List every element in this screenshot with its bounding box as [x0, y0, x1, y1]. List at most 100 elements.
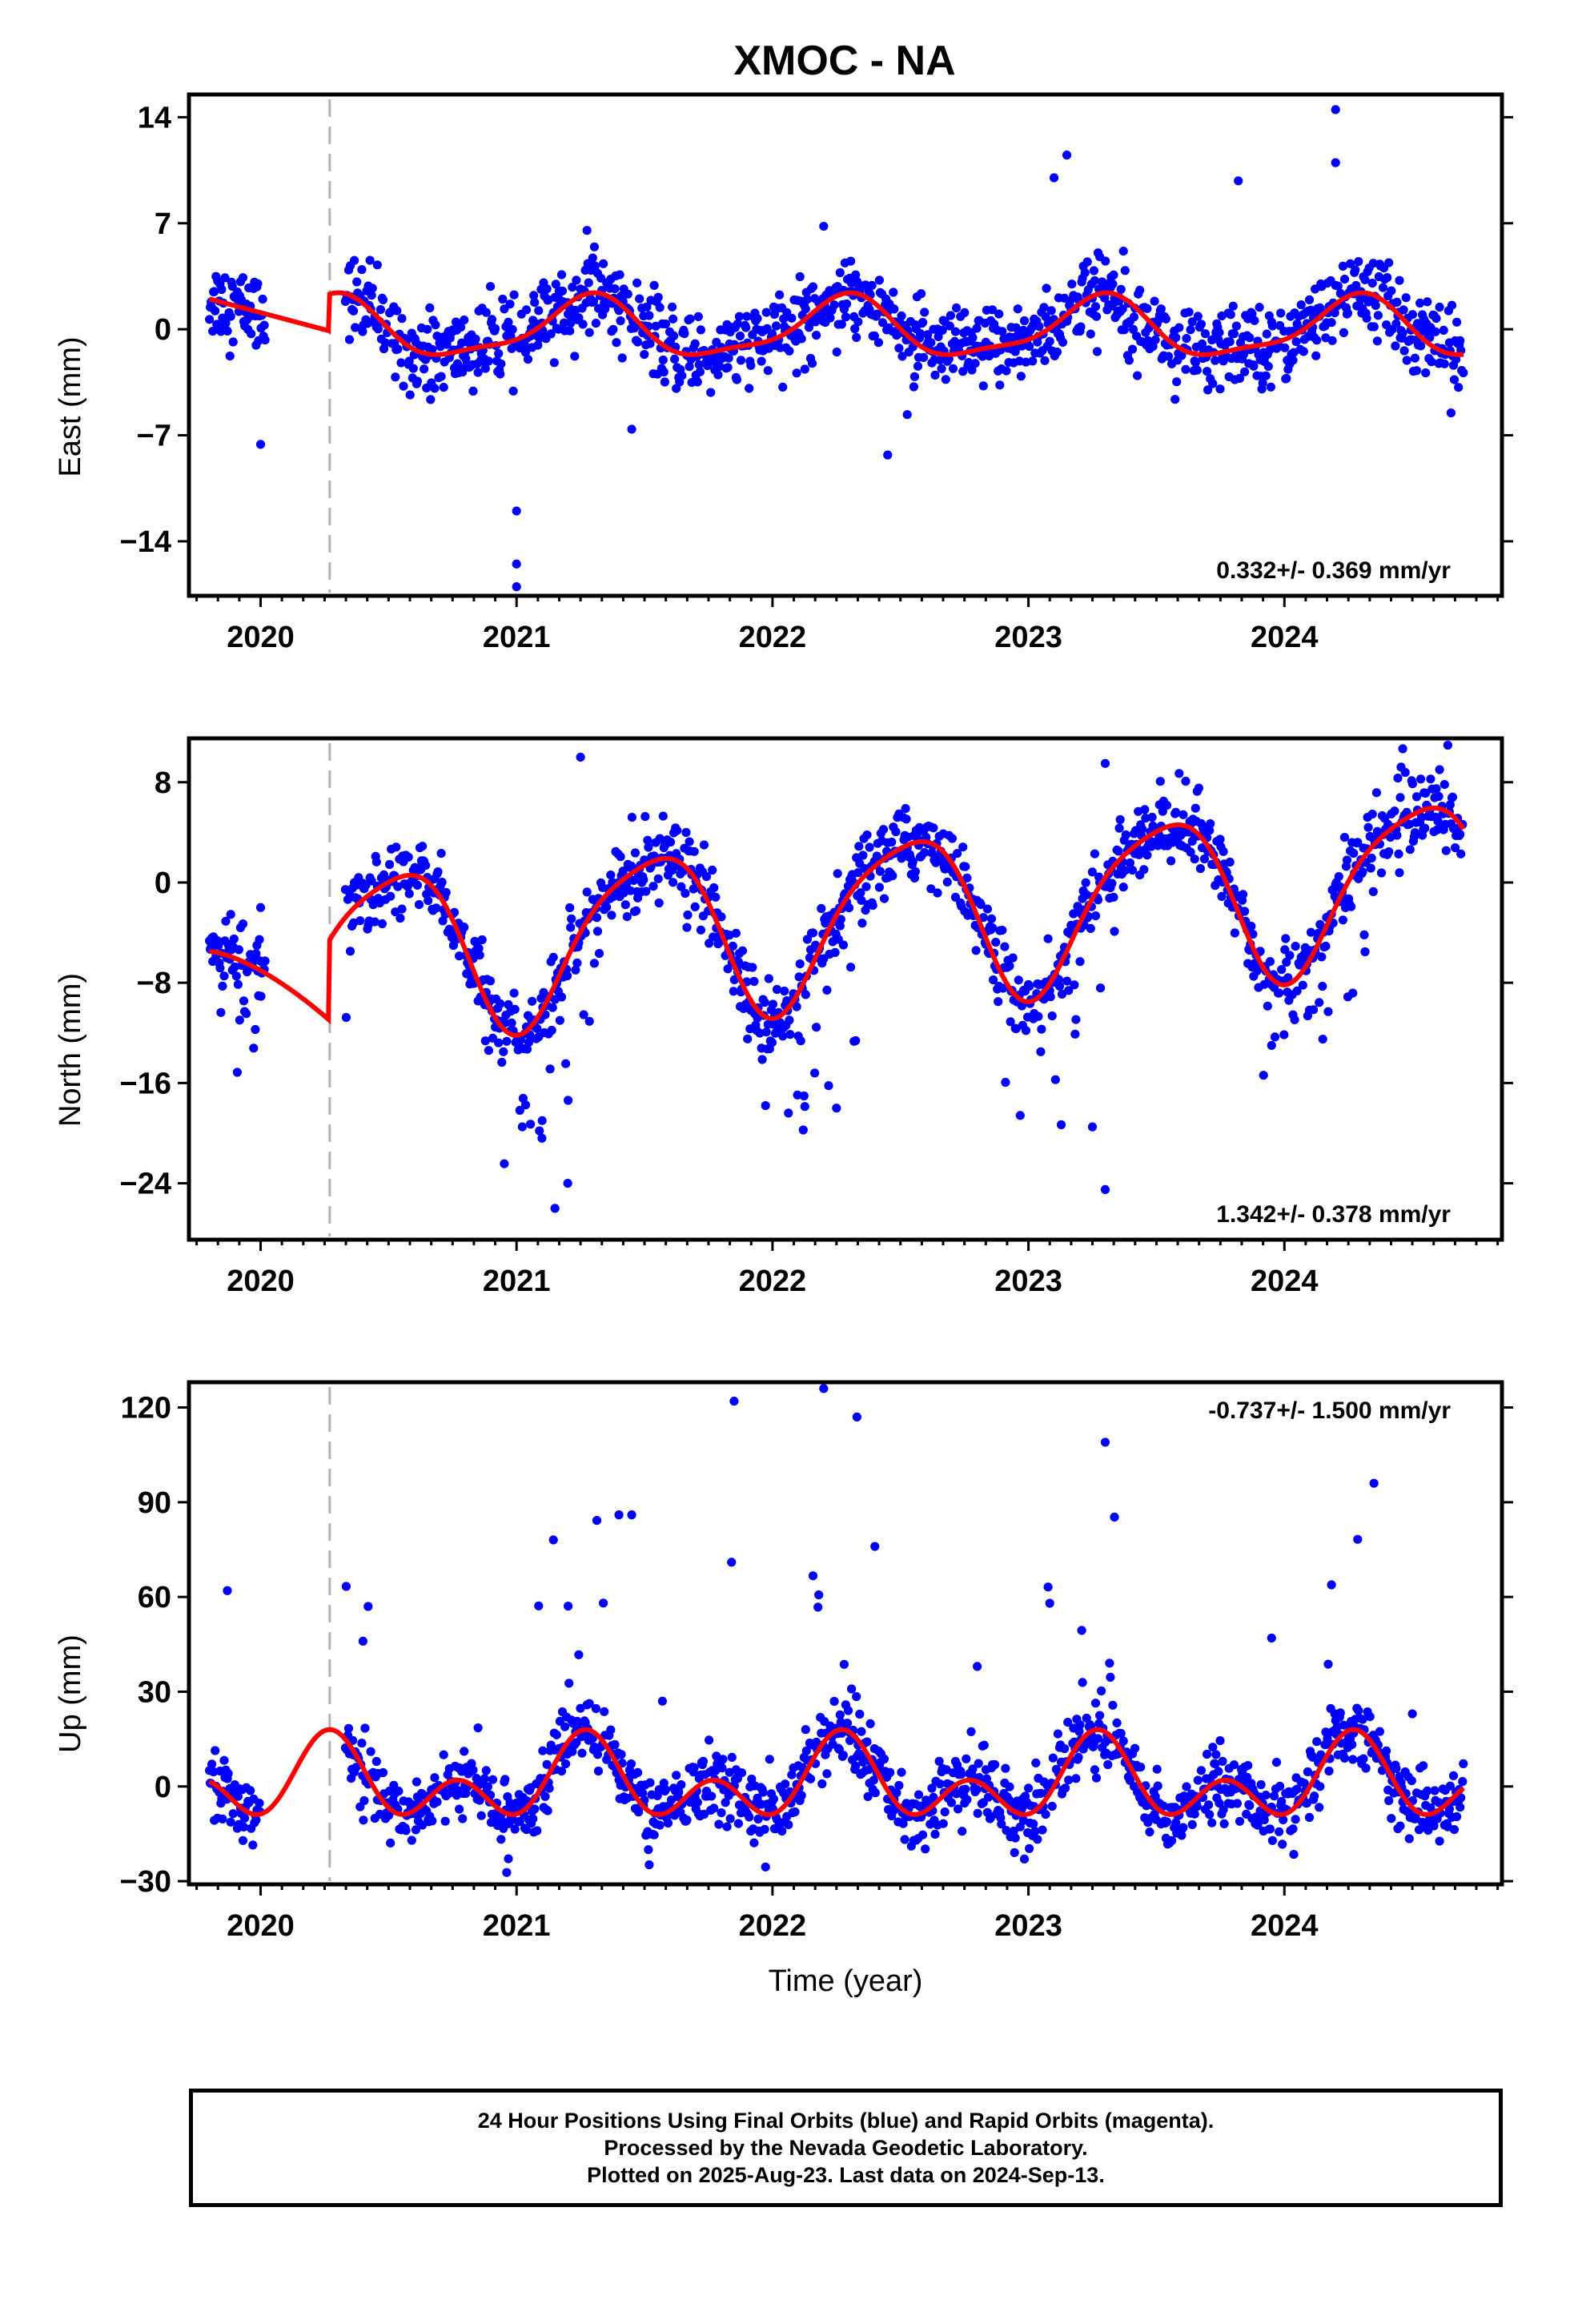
data-point-outlier	[512, 506, 521, 516]
data-point	[365, 255, 375, 265]
data-point	[1243, 1761, 1253, 1771]
data-point	[588, 253, 597, 263]
data-point	[1410, 828, 1419, 838]
data-point	[1215, 384, 1225, 394]
data-point	[1110, 1512, 1119, 1522]
data-point	[1312, 1737, 1322, 1747]
data-point	[649, 1830, 659, 1839]
data-point	[669, 314, 678, 324]
data-point	[496, 369, 505, 379]
data-point	[1103, 1759, 1113, 1770]
data-point	[1279, 1030, 1289, 1039]
data-point	[878, 825, 889, 834]
data-point	[1421, 368, 1431, 378]
data-point	[1110, 927, 1119, 936]
data-point	[689, 846, 699, 856]
data-point	[477, 935, 487, 945]
data-point	[728, 941, 737, 951]
data-point	[655, 1820, 665, 1830]
x-tick-label: 2022	[739, 1265, 807, 1298]
data-point	[801, 990, 810, 999]
data-point	[458, 368, 468, 377]
data-point	[1306, 927, 1316, 937]
data-point	[1267, 1835, 1277, 1845]
data-point	[491, 324, 500, 333]
data-point	[1383, 273, 1392, 283]
data-point	[1092, 347, 1102, 356]
data-point	[1195, 864, 1205, 874]
data-point	[584, 1699, 594, 1708]
data-point	[1167, 1835, 1177, 1845]
data-point	[917, 289, 926, 299]
y-tick-label: 90	[138, 1486, 171, 1520]
data-point	[341, 1582, 351, 1591]
data-point	[1040, 356, 1050, 365]
data-point	[961, 862, 970, 871]
data-point	[591, 319, 601, 328]
data-point	[225, 352, 235, 361]
data-point	[717, 912, 726, 922]
data-point	[802, 295, 813, 304]
data-point	[574, 313, 584, 323]
data-point	[1192, 1802, 1202, 1811]
data-point	[1426, 774, 1435, 784]
data-point	[677, 1780, 686, 1790]
data-point	[640, 812, 650, 822]
data-point	[724, 353, 733, 363]
data-point	[874, 883, 884, 892]
data-point	[205, 315, 215, 324]
data-point	[1228, 301, 1238, 311]
data-point	[471, 334, 480, 344]
data-point	[357, 265, 367, 275]
data-point	[371, 857, 381, 866]
data-point	[487, 315, 497, 324]
data-point	[968, 333, 978, 343]
data-point	[753, 1814, 763, 1824]
data-point	[1093, 1734, 1103, 1743]
data-point	[935, 1779, 945, 1789]
data-point	[1181, 364, 1191, 374]
data-point	[476, 1811, 486, 1820]
data-point	[952, 303, 962, 313]
data-point	[573, 1720, 583, 1730]
data-point	[682, 1815, 692, 1825]
data-point	[1153, 841, 1162, 850]
data-point	[1077, 1626, 1086, 1635]
data-point	[612, 338, 621, 348]
data-point	[568, 283, 577, 292]
data-point	[668, 302, 677, 312]
north-model-fit-line	[209, 806, 1466, 1038]
data-point	[1214, 1767, 1223, 1776]
data-point	[1211, 356, 1220, 365]
data-point	[1448, 1771, 1459, 1780]
data-point	[836, 915, 845, 924]
data-point	[1087, 867, 1097, 877]
data-point	[533, 340, 543, 350]
data-point	[717, 1763, 727, 1773]
data-point	[1096, 983, 1106, 993]
data-point	[570, 352, 580, 361]
y-axis-label: Up (mm)	[54, 1634, 87, 1753]
data-point	[835, 267, 845, 278]
data-point	[599, 1598, 608, 1608]
data-point	[238, 1835, 248, 1845]
data-point	[216, 1007, 226, 1017]
data-point	[863, 1791, 873, 1801]
data-point	[1142, 304, 1152, 313]
data-point	[564, 1679, 574, 1688]
data-point	[1086, 329, 1095, 339]
data-point	[404, 356, 414, 366]
data-point-outlier	[657, 1696, 668, 1706]
data-point	[1456, 849, 1466, 858]
data-point	[373, 324, 383, 334]
data-point	[608, 324, 618, 334]
data-point	[214, 941, 223, 951]
data-point	[765, 1755, 774, 1764]
data-point	[1215, 1736, 1225, 1746]
data-point	[958, 367, 968, 376]
data-point	[1107, 879, 1117, 888]
data-point	[1445, 800, 1455, 810]
data-point	[792, 368, 801, 378]
data-point	[1229, 1760, 1239, 1770]
data-point	[1054, 981, 1065, 991]
